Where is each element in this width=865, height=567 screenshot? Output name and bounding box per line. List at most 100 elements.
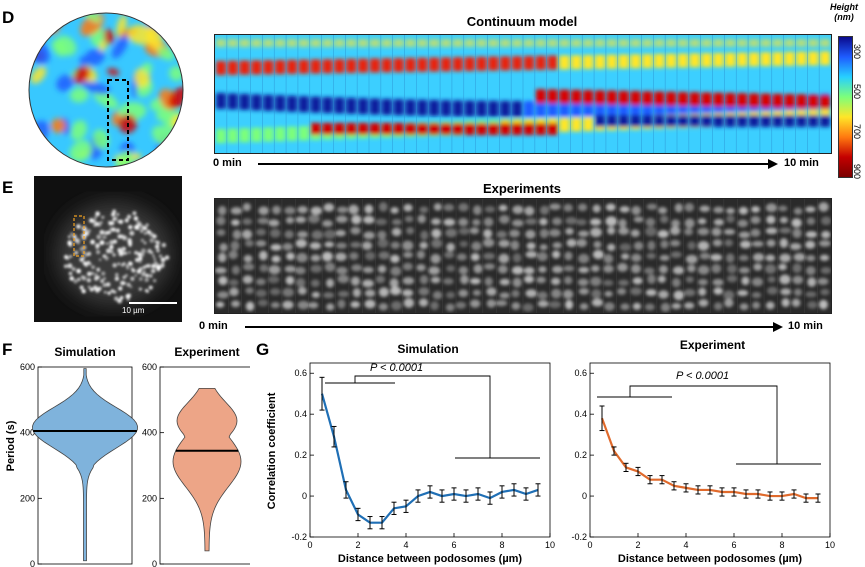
height-blob bbox=[116, 15, 127, 37]
podosome-dot bbox=[73, 279, 78, 284]
podosome-dot bbox=[112, 263, 117, 268]
height-blob bbox=[56, 74, 74, 92]
corr-exp-xlabel: Distance between podosomes (µm) bbox=[617, 553, 803, 565]
podosome-dot bbox=[104, 236, 107, 239]
podosome-dot bbox=[156, 248, 160, 253]
podosome-dot bbox=[109, 244, 114, 250]
podosome-dot bbox=[111, 227, 116, 232]
podosome-dot bbox=[137, 252, 141, 256]
podosome-dot bbox=[126, 282, 131, 287]
colorbar-title: Height (nm) bbox=[822, 2, 865, 22]
height-blob bbox=[168, 86, 183, 109]
podosome-dot bbox=[126, 266, 130, 270]
podosome-dot bbox=[144, 277, 149, 282]
podosome-dot bbox=[160, 257, 166, 263]
corr-sim-title: Simulation bbox=[397, 342, 459, 356]
podosome-dot bbox=[110, 289, 115, 293]
podosome-dot bbox=[125, 274, 128, 277]
podosome-dot bbox=[134, 257, 140, 263]
experiments-title: Experiments bbox=[482, 181, 562, 196]
podosome-dot bbox=[120, 250, 126, 256]
podosome-dot bbox=[112, 239, 118, 244]
colorbar-tick-500: 500 bbox=[852, 84, 862, 100]
corr-ytick: 0.4 bbox=[294, 409, 307, 419]
podosome-dot bbox=[129, 285, 133, 289]
podosome-dot bbox=[128, 242, 132, 246]
podosome-dot bbox=[67, 241, 73, 246]
podosome-dot bbox=[156, 265, 162, 271]
violin-ytick: 400 bbox=[142, 428, 157, 438]
height-blob bbox=[102, 28, 115, 45]
corr-sim-xlabel: Distance between podosomes (µm) bbox=[337, 553, 523, 565]
podosome-dot bbox=[68, 235, 71, 239]
podosome-dot bbox=[99, 229, 105, 235]
podosome-dot bbox=[105, 248, 111, 254]
podosome-dot bbox=[69, 276, 74, 281]
podosome-dot bbox=[96, 250, 101, 255]
panel-letter-g: G bbox=[256, 340, 270, 359]
podosome-dot bbox=[138, 287, 143, 291]
podosome-dot bbox=[93, 223, 97, 227]
corr-ytick: 0.6 bbox=[294, 368, 307, 378]
podosome-dot bbox=[97, 275, 101, 279]
continuum-model-title: Continuum model bbox=[466, 14, 578, 29]
corr-xtick: 6 bbox=[731, 540, 736, 550]
corr-ytick: 0 bbox=[582, 491, 587, 501]
podosome-dot bbox=[145, 273, 149, 278]
height-blob bbox=[92, 89, 119, 109]
podosome-dot bbox=[82, 256, 86, 260]
height-blob bbox=[150, 98, 162, 111]
podosome-dot bbox=[139, 252, 145, 258]
continuum-model-kymograph bbox=[214, 34, 832, 154]
podosome-dot bbox=[116, 213, 120, 216]
podosome-dot bbox=[118, 219, 124, 225]
pvalue-exp: P < 0.0001 bbox=[676, 370, 730, 382]
podosome-dot bbox=[101, 215, 105, 219]
height-blob bbox=[169, 66, 183, 81]
podosome-dot bbox=[140, 225, 146, 231]
colorbar-tick-300: 300 bbox=[852, 44, 862, 60]
violin-ytick: 200 bbox=[20, 493, 35, 503]
podosome-dot bbox=[103, 290, 107, 294]
violin-axes-frame bbox=[159, 366, 250, 565]
podosome-dot bbox=[86, 271, 92, 277]
d-time-start: 0 min bbox=[213, 157, 242, 169]
scale-bar bbox=[129, 302, 177, 304]
height-blob bbox=[45, 152, 56, 165]
podosome-dot bbox=[114, 296, 119, 301]
corr-xtick: 6 bbox=[451, 540, 456, 550]
podosome-dot bbox=[109, 240, 114, 245]
podosome-dot bbox=[161, 242, 167, 248]
podosome-dot bbox=[94, 273, 98, 277]
violin-exp-title: Experiment bbox=[174, 345, 240, 359]
podosome-dot bbox=[126, 293, 132, 298]
podosome-dot bbox=[117, 262, 121, 266]
podosome-dot bbox=[84, 228, 88, 232]
podosome-dot bbox=[158, 254, 163, 258]
podosome-dot bbox=[132, 269, 136, 273]
podosome-dot bbox=[122, 275, 126, 280]
podosome-dot bbox=[71, 266, 76, 272]
podosome-dot bbox=[101, 271, 106, 276]
podosome-dot bbox=[132, 211, 137, 216]
e-time-arrow-head bbox=[773, 322, 783, 332]
podosome-dot bbox=[115, 228, 120, 233]
podosome-dot bbox=[97, 213, 100, 216]
height-blob bbox=[29, 43, 34, 57]
podosome-dot bbox=[148, 285, 153, 290]
podosome-dot bbox=[127, 237, 132, 243]
corr-xtick: 8 bbox=[499, 540, 504, 550]
podosome-dot bbox=[147, 248, 152, 253]
height-blob bbox=[168, 13, 183, 23]
podosome-dot bbox=[138, 260, 142, 264]
height-blob bbox=[29, 28, 39, 36]
corr-axes-frame bbox=[589, 362, 831, 538]
podosome-dot bbox=[138, 277, 143, 281]
podosome-dot bbox=[105, 242, 109, 245]
corr-ytick: 0.4 bbox=[574, 409, 587, 419]
violin-ytick: 200 bbox=[142, 493, 157, 503]
podosome-dot bbox=[107, 291, 111, 295]
corr-xtick: 0 bbox=[307, 540, 312, 550]
colorbar-ticks: 300 500 700 900 bbox=[852, 36, 865, 179]
experiments-kymograph bbox=[214, 198, 832, 314]
